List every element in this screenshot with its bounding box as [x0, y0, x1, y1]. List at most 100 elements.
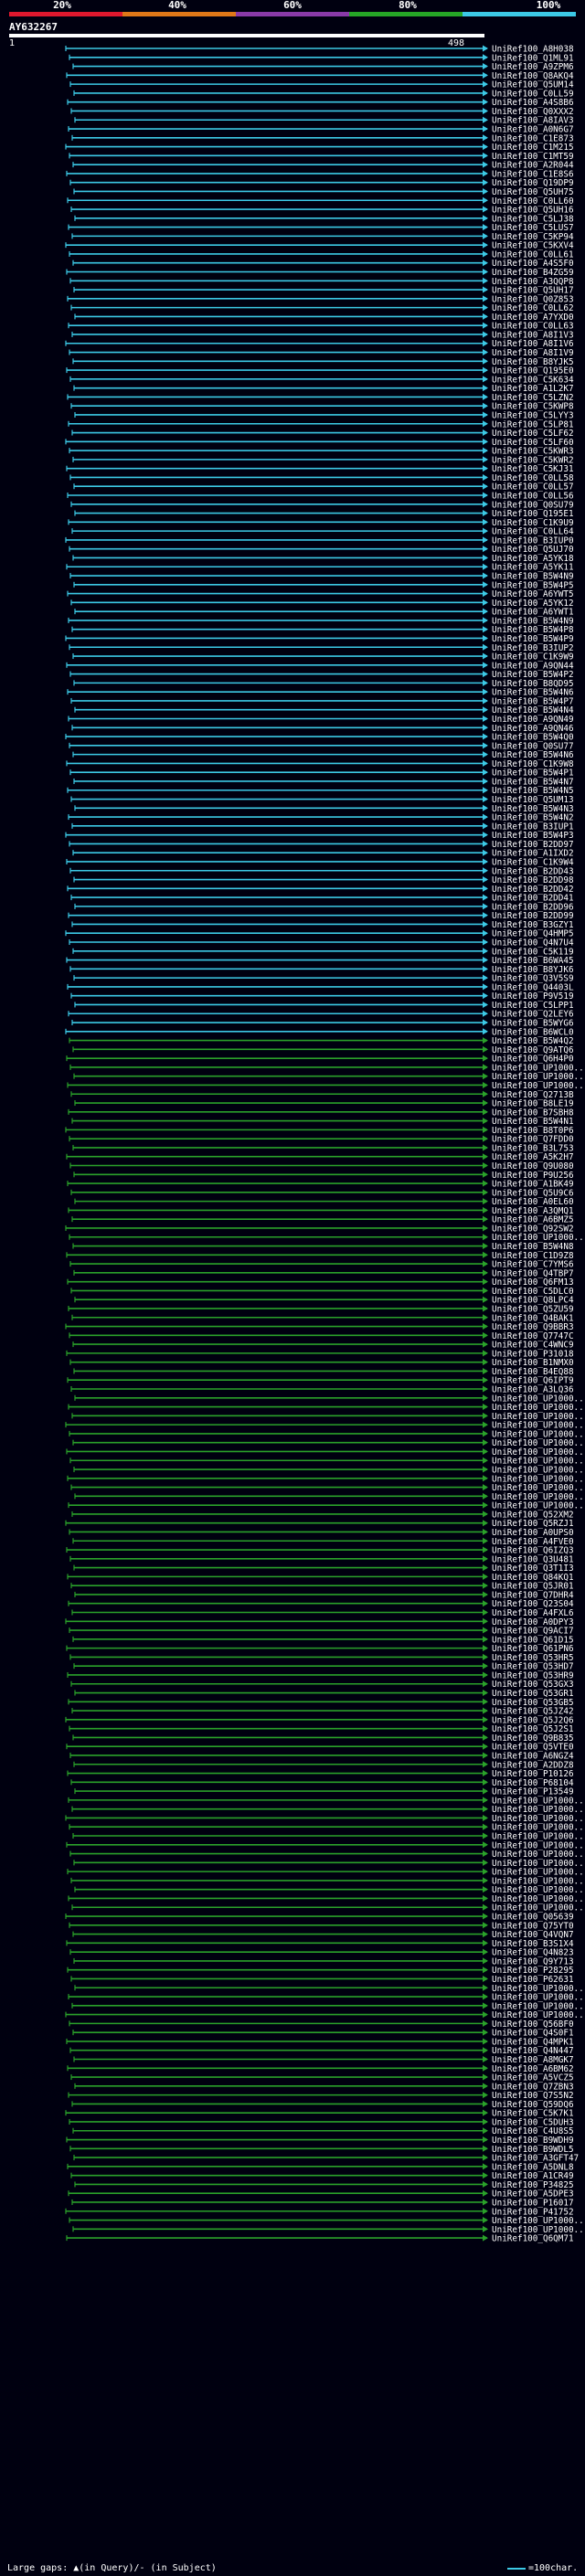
hit-label[interactable]: UniRef100_C5LJ38 [492, 214, 574, 224]
hit-label[interactable]: UniRef100_C5LF60 [492, 438, 574, 448]
hit-label[interactable]: UniRef100_UP1000... [492, 1429, 585, 1439]
hit-label[interactable]: UniRef100_B5W4N5 [492, 786, 574, 796]
hit-label[interactable]: UniRef100_B7SBH8 [492, 1108, 574, 1118]
hit-label[interactable]: UniRef100_A5K2H7 [492, 1152, 574, 1162]
hit-label[interactable]: UniRef100_Q5UM14 [492, 80, 574, 90]
hit-label[interactable]: UniRef100_C5KXV4 [492, 241, 574, 251]
hit-label[interactable]: UniRef100_Q9B835 [492, 1733, 574, 1744]
hit-label[interactable]: UniRef100_Q4N7U4 [492, 938, 574, 949]
hit-label[interactable]: UniRef100_B2DD43 [492, 866, 574, 876]
hit-label[interactable]: UniRef100_B5W4P2 [492, 670, 574, 680]
hit-label[interactable]: UniRef100_B2DD42 [492, 885, 574, 895]
hit-label[interactable]: UniRef100_C5KP94 [492, 232, 574, 242]
hit-label[interactable]: UniRef100_UP1000... [492, 1063, 585, 1073]
hit-label[interactable]: UniRef100_UP1000... [492, 1885, 585, 1895]
hit-label[interactable]: UniRef100_B8YJK5 [492, 357, 574, 367]
hit-label[interactable]: UniRef100_Q61PN6 [492, 1644, 574, 1654]
hit-label[interactable]: UniRef100_Q0XXX2 [492, 107, 574, 117]
hit-label[interactable]: UniRef100_B2DD99 [492, 911, 574, 921]
hit-label[interactable]: UniRef100_Q9BBR3 [492, 1322, 574, 1332]
hit-label[interactable]: UniRef100_Q92SW2 [492, 1224, 574, 1234]
hit-label[interactable]: UniRef100_Q8AKQ4 [492, 71, 574, 81]
hit-label[interactable]: UniRef100_B8T0P6 [492, 1126, 574, 1136]
hit-label[interactable]: UniRef100_A5YK18 [492, 554, 574, 564]
hit-label[interactable]: UniRef100_Q3V5S9 [492, 974, 574, 984]
hit-label[interactable]: UniRef100_A5DNL8 [492, 2162, 574, 2172]
hit-label[interactable]: UniRef100_C1K9U9 [492, 518, 574, 528]
hit-label[interactable]: UniRef100_C4WNC9 [492, 1341, 574, 1351]
hit-label[interactable]: UniRef100_Q9ACI7 [492, 1627, 574, 1637]
hit-label[interactable]: UniRef100_A8I1V6 [492, 339, 574, 349]
hit-label[interactable]: UniRef100_B8YJK6 [492, 965, 574, 975]
hit-label[interactable]: UniRef100_P10126 [492, 1769, 574, 1779]
hit-label[interactable]: UniRef100_Q6FM13 [492, 1277, 574, 1288]
hit-label[interactable]: UniRef100_Q6H4P0 [492, 1055, 574, 1065]
hit-label[interactable]: UniRef100_A3LQ36 [492, 1385, 574, 1395]
hit-label[interactable]: UniRef100_Q4N447 [492, 2046, 574, 2056]
hit-label[interactable]: UniRef100_C1MT59 [492, 152, 574, 162]
hit-label[interactable]: UniRef100_Q53HD7 [492, 1662, 574, 1672]
hit-label[interactable]: UniRef100_UP1000... [492, 1832, 585, 1842]
hit-label[interactable]: UniRef100_A5YK11 [492, 563, 574, 573]
hit-label[interactable]: UniRef100_C0LL63 [492, 322, 574, 332]
hit-label[interactable]: UniRef100_Q53HR5 [492, 1653, 574, 1663]
hit-label[interactable]: UniRef100_A6BMZ5 [492, 1215, 574, 1225]
hit-label[interactable]: UniRef100_UP1000... [492, 1894, 585, 1904]
hit-label[interactable]: UniRef100_UP1000... [492, 1868, 585, 1878]
hit-label[interactable]: UniRef100_UP1000... [492, 1850, 585, 1860]
hit-label[interactable]: UniRef100_Q53GR1 [492, 1689, 574, 1699]
hit-label[interactable]: UniRef100_A0UPS0 [492, 1528, 574, 1538]
hit-label[interactable]: UniRef100_Q5ZU59 [492, 1304, 574, 1314]
hit-label[interactable]: UniRef100_Q75YT0 [492, 1921, 574, 1931]
hit-label[interactable]: UniRef100_Q4HMP5 [492, 929, 574, 939]
hit-label[interactable]: UniRef100_Q53GX3 [492, 1680, 574, 1690]
hit-label[interactable]: UniRef100_C5K7K1 [492, 2109, 574, 2119]
hit-label[interactable]: UniRef100_Q84KQ1 [492, 1573, 574, 1583]
hit-label[interactable]: UniRef100_UP1000... [492, 1840, 585, 1850]
hit-label[interactable]: UniRef100_B6WA45 [492, 956, 574, 966]
hit-label[interactable]: UniRef100_B5W4N2 [492, 813, 574, 823]
hit-label[interactable]: UniRef100_C0LL57 [492, 482, 574, 493]
hit-label[interactable]: UniRef100_UP1000... [492, 1421, 585, 1431]
hit-label[interactable]: UniRef100_B2DD98 [492, 875, 574, 885]
hit-label[interactable]: UniRef100_A4S8B6 [492, 98, 574, 108]
hit-label[interactable]: UniRef100_C0LL59 [492, 89, 574, 99]
hit-label[interactable]: UniRef100_UP1000... [492, 1859, 585, 1869]
hit-label[interactable]: UniRef100_A6NGZ4 [492, 1751, 574, 1761]
hit-label[interactable]: UniRef100_Q5J2S1 [492, 1724, 574, 1734]
hit-label[interactable]: UniRef100_Q5UH16 [492, 206, 574, 216]
hit-label[interactable]: UniRef100_B5W4P9 [492, 634, 574, 644]
hit-label[interactable]: UniRef100_UP1000... [492, 1447, 585, 1458]
hit-label[interactable]: UniRef100_UP1000... [492, 1814, 585, 1824]
hit-label[interactable]: UniRef100_P28295 [492, 1966, 574, 1976]
hit-label[interactable]: UniRef100_Q4BAK1 [492, 1313, 574, 1323]
hit-label[interactable]: UniRef100_P68104 [492, 1778, 574, 1788]
hit-label[interactable]: UniRef100_UP1000... [492, 2216, 585, 2226]
hit-label[interactable]: UniRef100_A4S5F0 [492, 259, 574, 269]
hit-label[interactable]: UniRef100_C5KWR3 [492, 447, 574, 457]
hit-label[interactable]: UniRef100_P16017 [492, 2198, 574, 2208]
hit-label[interactable]: UniRef100_C1E873 [492, 133, 574, 143]
hit-label[interactable]: UniRef100_C0LL61 [492, 249, 574, 260]
hit-label[interactable]: UniRef100_C5LZN2 [492, 393, 574, 403]
hit-label[interactable]: UniRef100_Q0Z853 [492, 294, 574, 304]
hit-label[interactable]: UniRef100_UP1000... [492, 1081, 585, 1091]
hit-label[interactable]: UniRef100_A6YWT1 [492, 608, 574, 618]
hit-label[interactable]: UniRef100_C5KJ31 [492, 464, 574, 474]
hit-label[interactable]: UniRef100_B4EQ88 [492, 1367, 574, 1377]
hit-label[interactable]: UniRef100_Q2LEY6 [492, 1010, 574, 1020]
hit-label[interactable]: UniRef100_Q195E0 [492, 366, 574, 376]
hit-label[interactable]: UniRef100_UP1000... [492, 1233, 585, 1243]
hit-label[interactable]: UniRef100_C5KWR2 [492, 455, 574, 465]
hit-label[interactable]: UniRef100_A3QQP8 [492, 277, 574, 287]
hit-label[interactable]: UniRef100_A0DPY3 [492, 1617, 574, 1627]
hit-label[interactable]: UniRef100_UP1000... [492, 1876, 585, 1886]
hit-label[interactable]: UniRef100_B3S1X4 [492, 1939, 574, 1949]
hit-label[interactable]: UniRef100_C5K634 [492, 375, 574, 385]
hit-label[interactable]: UniRef100_Q4MPK1 [492, 2037, 574, 2047]
hit-label[interactable]: UniRef100_Q2713B [492, 1090, 574, 1100]
hit-label[interactable]: UniRef100_Q9ATQ6 [492, 1045, 574, 1055]
hit-label[interactable]: UniRef100_UP1000... [492, 1903, 585, 1913]
hit-label[interactable]: UniRef100_A9ZPM6 [492, 62, 574, 72]
hit-label[interactable]: UniRef100_A4FVE0 [492, 1537, 574, 1547]
